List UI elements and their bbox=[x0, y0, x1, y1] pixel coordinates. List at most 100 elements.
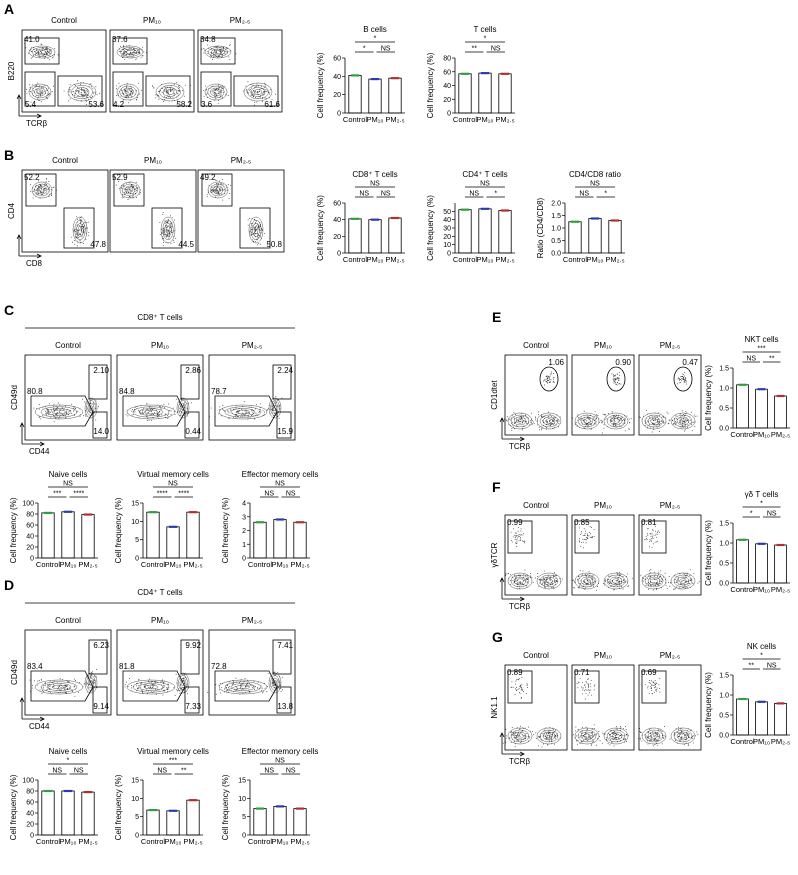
event-dot bbox=[53, 56, 55, 58]
event-dot bbox=[126, 82, 128, 84]
event-dot bbox=[654, 687, 655, 689]
event-dot bbox=[521, 676, 523, 678]
bar bbox=[41, 790, 55, 836]
event-dot bbox=[150, 687, 152, 689]
event-dot bbox=[267, 90, 269, 92]
gate-percent: 50.8 bbox=[266, 240, 282, 249]
event-dot bbox=[654, 420, 656, 422]
event-dot bbox=[208, 417, 210, 419]
x-tick-label: PM₂.₅ bbox=[771, 737, 790, 746]
event-dot bbox=[82, 224, 84, 225]
event-dot bbox=[186, 412, 188, 414]
bar bbox=[273, 806, 287, 836]
event-dot bbox=[72, 91, 74, 93]
event-dot bbox=[549, 379, 551, 381]
event-dot bbox=[167, 219, 169, 221]
event-dot bbox=[161, 232, 163, 234]
event-dot bbox=[40, 94, 41, 96]
event-dot bbox=[689, 423, 691, 425]
event-dot bbox=[553, 426, 555, 428]
y-axis-label: Ratio (CD4/CD8) bbox=[536, 197, 545, 258]
bar bbox=[568, 221, 582, 254]
event-dot bbox=[618, 374, 620, 376]
event-dot bbox=[39, 92, 41, 94]
event-dot bbox=[624, 417, 626, 419]
gate bbox=[25, 173, 57, 207]
event-dot bbox=[645, 410, 647, 411]
event-dot bbox=[142, 691, 144, 693]
event-dot bbox=[517, 689, 519, 691]
event-dot bbox=[163, 242, 164, 243]
x-axis-label: CD8 bbox=[26, 259, 43, 268]
event-dot bbox=[42, 687, 44, 689]
event-dot bbox=[269, 93, 271, 95]
gate bbox=[272, 639, 292, 675]
event-dot bbox=[201, 48, 203, 50]
event-dot bbox=[257, 90, 258, 92]
event-dot bbox=[515, 737, 517, 739]
event-dot bbox=[168, 95, 170, 97]
event-dot bbox=[158, 98, 160, 100]
contour bbox=[218, 404, 268, 420]
event-dot bbox=[165, 413, 167, 415]
event-dot bbox=[554, 572, 556, 574]
event-dot bbox=[143, 51, 145, 53]
event-dot bbox=[173, 93, 175, 95]
event-dot bbox=[163, 238, 164, 240]
event-dot bbox=[45, 189, 47, 191]
event-dot bbox=[580, 541, 582, 543]
event-dot bbox=[73, 686, 75, 688]
event-dot bbox=[75, 233, 77, 235]
event-dot bbox=[262, 100, 264, 102]
y-tick-label: 60 bbox=[333, 201, 341, 208]
axes bbox=[732, 368, 790, 429]
event-dot bbox=[511, 680, 513, 682]
event-dot bbox=[134, 49, 135, 51]
event-dot bbox=[517, 678, 519, 680]
event-dot bbox=[509, 583, 511, 585]
event-dot bbox=[176, 82, 178, 83]
event-dot bbox=[156, 409, 158, 411]
y-axis-label: Cell frequency (%) bbox=[704, 672, 713, 738]
event-dot bbox=[204, 49, 206, 51]
event-dot bbox=[164, 99, 166, 101]
event-dot bbox=[516, 540, 518, 542]
axis-arrows bbox=[19, 422, 45, 447]
event-dot bbox=[559, 578, 561, 580]
event-dot bbox=[220, 95, 221, 97]
event-dot bbox=[583, 538, 585, 540]
event-dot bbox=[169, 215, 171, 217]
event-dot bbox=[146, 416, 148, 417]
y-tick-label: 0.0 bbox=[719, 581, 729, 588]
event-dot bbox=[576, 743, 578, 745]
event-dot bbox=[45, 177, 47, 179]
event-dot bbox=[173, 410, 175, 412]
event-dot bbox=[247, 81, 249, 83]
event-dot bbox=[546, 738, 548, 740]
event-dot bbox=[254, 93, 256, 95]
event-dot bbox=[585, 686, 586, 688]
event-dot bbox=[519, 538, 521, 540]
flow-plot: 0.47 bbox=[638, 354, 702, 436]
contour bbox=[77, 226, 83, 234]
event-dot bbox=[658, 684, 660, 686]
event-dot bbox=[167, 231, 169, 233]
event-dot bbox=[260, 403, 262, 405]
event-dot bbox=[53, 686, 55, 688]
event-dot bbox=[79, 229, 81, 231]
gate bbox=[272, 364, 292, 400]
event-dot bbox=[578, 540, 580, 542]
y-tick-label: 100 bbox=[22, 501, 34, 508]
contour bbox=[539, 574, 559, 588]
event-dot bbox=[90, 97, 92, 98]
event-dot bbox=[546, 421, 548, 423]
event-dot bbox=[620, 383, 622, 385]
gate bbox=[200, 37, 236, 65]
event-dot bbox=[84, 401, 86, 403]
event-dot bbox=[548, 736, 550, 738]
event-dot bbox=[556, 580, 558, 582]
event-dot bbox=[613, 419, 615, 421]
event-dot bbox=[170, 242, 172, 244]
bar bbox=[388, 77, 402, 114]
event-dot bbox=[585, 536, 587, 538]
